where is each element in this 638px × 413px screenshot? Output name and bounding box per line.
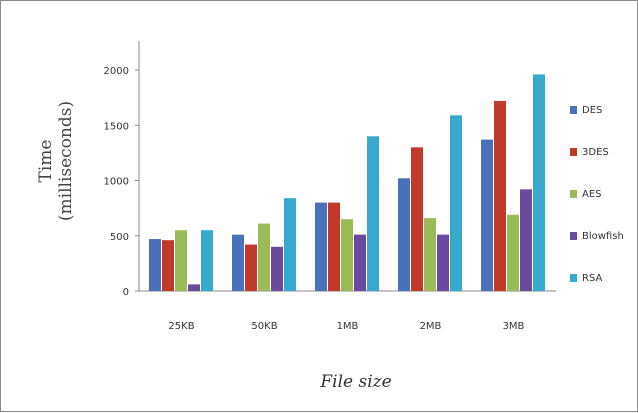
bar-aes-3mb (507, 214, 519, 291)
bar-3des-2mb (411, 147, 423, 291)
x-tick-label: 25KB (168, 321, 194, 332)
bar-blowfish-25kb (188, 284, 200, 291)
y-tick-label: 1500 (104, 121, 129, 132)
bar-3des-50kb (245, 244, 257, 291)
bar-rsa-50kb (284, 198, 296, 291)
bar-rsa-25kb (201, 230, 213, 291)
legend-swatch (570, 232, 577, 240)
bar-des-3mb (481, 139, 493, 291)
legend: DES 3DES AES Blowfish RSA (570, 105, 624, 284)
x-tick-label: 2MB (420, 321, 442, 332)
bar-3des-3mb (494, 100, 506, 291)
legend-swatch (570, 190, 577, 198)
y-tick-label: 0 (123, 287, 129, 298)
bar-aes-1mb (341, 219, 353, 291)
y-axis-title: Time (milliseconds) (36, 101, 76, 221)
bar-des-50kb (232, 234, 244, 291)
bar-blowfish-3mb (520, 189, 532, 291)
bar-rsa-3mb (533, 74, 545, 291)
legend-label-aes: AES (582, 189, 602, 200)
bar-blowfish-50kb (271, 246, 283, 291)
bar-rsa-1mb (367, 136, 379, 291)
y-axis-title-line: (milliseconds) (56, 101, 76, 221)
bars (149, 74, 545, 292)
bar-aes-2mb (424, 218, 436, 291)
x-tick-label: 50KB (251, 321, 277, 332)
bar-blowfish-1mb (354, 234, 366, 291)
legend-label-3des: 3DES (582, 147, 609, 158)
y-axis-ticks: 0 500 1000 1500 2000 (104, 66, 139, 298)
bar-des-1mb (315, 202, 327, 291)
bar-3des-25kb (162, 240, 174, 291)
bar-blowfish-2mb (437, 234, 449, 291)
legend-swatch (570, 274, 577, 282)
bar-rsa-2mb (450, 115, 462, 292)
x-axis-title: File size (319, 372, 391, 392)
bar-3des-1mb (328, 202, 340, 291)
bar-des-2mb (398, 178, 410, 291)
legend-label-rsa: RSA (582, 273, 602, 284)
x-axis-ticks: 25KB 50KB 1MB 2MB 3MB (168, 321, 524, 332)
x-tick-label: 3MB (503, 321, 525, 332)
x-tick-label: 1MB (337, 321, 359, 332)
bar-aes-50kb (258, 223, 270, 291)
y-tick-label: 1000 (104, 177, 129, 188)
y-axis-title-line: Time (36, 140, 56, 183)
bar-des-25kb (149, 239, 161, 291)
legend-swatch (570, 106, 577, 114)
y-tick-label: 500 (110, 232, 129, 243)
legend-label-blowfish: Blowfish (582, 231, 624, 242)
legend-swatch (570, 148, 577, 156)
legend-label-des: DES (582, 105, 602, 116)
y-tick-label: 2000 (104, 66, 129, 77)
bar-aes-25kb (175, 230, 187, 291)
